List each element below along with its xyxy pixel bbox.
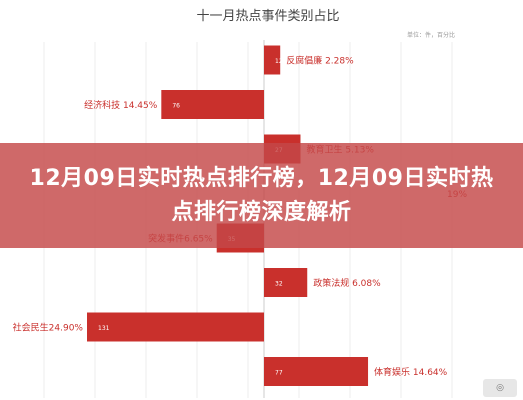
bar	[264, 45, 281, 75]
bar-value-label: 12	[275, 58, 283, 65]
category-label: 反腐倡廉 2.28%	[286, 55, 354, 67]
chart-subtitle: 单位：件，百分比	[407, 31, 455, 39]
watermark-logo: ◎	[483, 379, 517, 397]
category-label: 政策法规 6.08%	[313, 277, 381, 289]
category-label: 体育娱乐 14.64%	[374, 366, 448, 378]
chart-title: 十一月热点事件类别占比	[196, 9, 339, 24]
title-banner: 12月09日实时热点排行榜，12月09日实时热点排行榜深度解析	[0, 143, 523, 248]
category-label: 经济科技 14.45%	[84, 99, 158, 111]
bar	[87, 312, 264, 342]
category-label: 社会民生24.90%	[13, 322, 84, 334]
bar-value-label: 76	[172, 103, 180, 110]
bar	[161, 90, 264, 119]
bar	[264, 357, 369, 386]
bar-value-label: 32	[275, 281, 283, 288]
bar	[264, 268, 308, 297]
banner-text: 12月09日实时热点排行榜，12月09日实时热点排行榜深度解析	[29, 165, 494, 225]
bar-value-label: 131	[98, 325, 110, 332]
bar-value-label: 77	[275, 370, 283, 377]
